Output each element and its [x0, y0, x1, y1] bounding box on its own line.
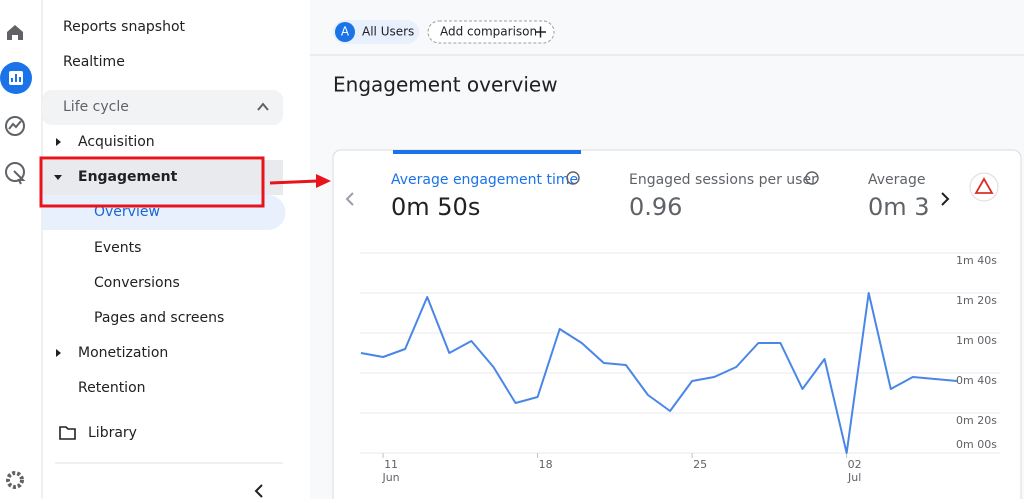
- nav-realtime[interactable]: Realtime: [63, 54, 125, 70]
- expand-arrow[interactable]: [56, 138, 61, 146]
- highlight-box: [39, 156, 265, 208]
- metric-value: 0m 50s: [391, 193, 480, 221]
- reports-bars: [11, 74, 21, 82]
- nav-item[interactable]: Monetization: [78, 345, 168, 361]
- page-title: Engagement overview: [333, 73, 558, 97]
- segment-name[interactable]: All Users: [362, 25, 414, 39]
- nav-item[interactable]: Acquisition: [78, 134, 155, 150]
- y-tick-label: 0m 20s: [956, 414, 997, 427]
- explore-icon[interactable]: [5, 116, 25, 136]
- expand-arrow[interactable]: [54, 175, 62, 180]
- y-tick-label: 0m 40s: [956, 374, 997, 387]
- nav-library[interactable]: Library: [88, 425, 137, 441]
- warning-icon: [974, 177, 994, 194]
- next-metric[interactable]: [941, 192, 950, 206]
- chart-card: [332, 149, 1022, 503]
- metric-label[interactable]: Average engagement time: [391, 172, 578, 188]
- advertising-glyph: [13, 170, 26, 185]
- segment-chip[interactable]: [333, 20, 419, 44]
- nav-reports-snapshot[interactable]: Reports snapshot: [63, 19, 186, 35]
- y-tick-label: 1m 40s: [956, 254, 997, 267]
- x-tick-label: 02: [848, 458, 862, 471]
- add-comparison-label[interactable]: Add comparison: [440, 25, 537, 39]
- section-background: [42, 90, 283, 125]
- metric-value: 0m 3: [868, 193, 930, 221]
- metric-label[interactable]: Engaged sessions per user: [629, 172, 817, 188]
- nav-item[interactable]: Overview: [94, 204, 160, 220]
- y-tick-label: 0m 00s: [956, 438, 997, 451]
- segment-badge-text: A: [341, 25, 350, 39]
- active-group-background: [42, 160, 283, 195]
- nav-item[interactable]: Conversions: [94, 275, 180, 291]
- x-tick-label: 25: [693, 458, 707, 471]
- folder-icon: [59, 426, 76, 440]
- active-tab-bar: [393, 150, 581, 154]
- nav-item[interactable]: Events: [94, 240, 141, 256]
- metric-clip: Average e 0m 3: [868, 172, 939, 221]
- help-icon[interactable]: [805, 171, 819, 185]
- y-tick-label: 1m 20s: [956, 294, 997, 307]
- nav-section[interactable]: Life cycle: [63, 99, 129, 115]
- x-tick-label: 11: [384, 458, 398, 471]
- x-tick-label: 18: [539, 458, 553, 471]
- x-tick-sublabel: Jul: [847, 471, 861, 484]
- settings-icon[interactable]: [6, 471, 24, 489]
- metric-label[interactable]: Average e: [868, 172, 939, 188]
- arrow-head: [316, 174, 331, 188]
- nav-item[interactable]: Retention: [78, 380, 146, 396]
- collapse-sidebar[interactable]: [254, 484, 263, 498]
- x-tick-sublabel: Jun: [381, 471, 399, 484]
- home-icon[interactable]: [7, 25, 23, 40]
- plus-icon: [535, 26, 546, 38]
- segment-badge: [335, 22, 355, 42]
- explore-glyph: [8, 120, 22, 130]
- metric-value: 0.96: [629, 193, 682, 221]
- advertising-icon[interactable]: [5, 162, 25, 182]
- expand-arrow[interactable]: [56, 349, 61, 357]
- collapse-chevron[interactable]: [257, 102, 269, 111]
- active-item-background: [42, 195, 286, 230]
- warning-button[interactable]: [969, 172, 999, 202]
- series-line: [360, 292, 958, 454]
- help-icon[interactable]: [566, 171, 580, 185]
- y-tick-label: 1m 00s: [956, 334, 997, 347]
- nav-item[interactable]: Pages and screens: [94, 310, 224, 326]
- arrow-shaft: [269, 179, 319, 185]
- add-comparison-button[interactable]: [427, 20, 555, 44]
- nav-item[interactable]: Engagement: [78, 169, 178, 185]
- prev-metric[interactable]: [345, 192, 354, 206]
